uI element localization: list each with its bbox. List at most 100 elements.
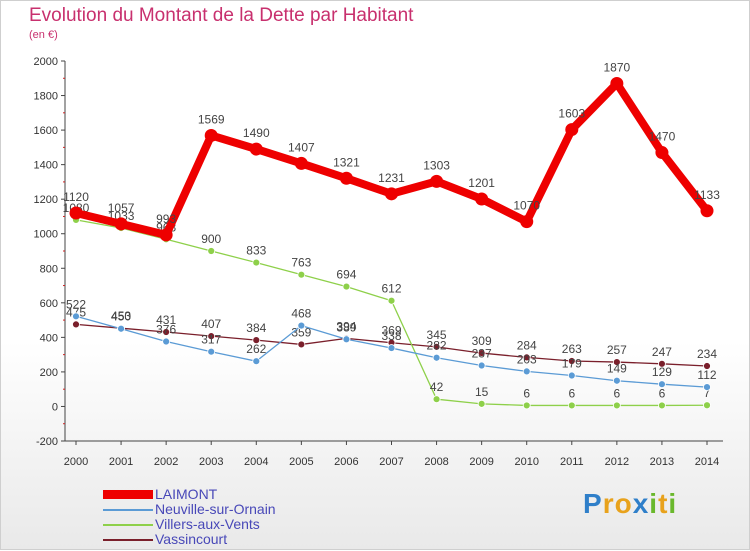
y-tick-label: 1200 <box>34 194 58 206</box>
data-point <box>703 362 711 370</box>
x-tick-label: 2013 <box>650 456 674 468</box>
logo-letter: i <box>649 488 659 519</box>
y-tick-label: 200 <box>40 367 58 379</box>
data-label: 1303 <box>423 158 450 172</box>
data-label: 1057 <box>108 201 135 215</box>
data-point <box>207 332 216 341</box>
legend-item: LAIMONT <box>103 487 276 502</box>
data-point <box>658 401 666 410</box>
data-point <box>385 187 398 201</box>
y-tick-label: 400 <box>40 332 58 344</box>
x-tick-label: 2007 <box>379 456 403 468</box>
data-point <box>159 228 173 242</box>
data-label: 763 <box>291 256 311 270</box>
data-label: 376 <box>156 323 176 337</box>
data-label: 1070 <box>513 199 540 213</box>
data-point <box>297 270 306 279</box>
logo-letter: P <box>583 488 603 519</box>
logo-letter: t <box>658 488 669 519</box>
data-point <box>432 342 441 351</box>
data-label: 42 <box>430 380 444 394</box>
data-point <box>520 215 534 229</box>
legend-label: Vassincourt <box>155 531 228 547</box>
x-tick-label: 2014 <box>695 456 719 468</box>
data-label: 1603 <box>558 107 585 121</box>
data-point <box>610 76 624 90</box>
data-point <box>339 171 353 185</box>
data-point <box>430 174 444 188</box>
legend-item: Villers-aux-Vents <box>103 517 276 532</box>
data-label: 1870 <box>604 60 631 74</box>
data-label: 6 <box>523 386 530 400</box>
data-point <box>207 347 216 356</box>
data-label: 282 <box>427 339 447 353</box>
data-point <box>114 217 128 231</box>
data-point <box>522 353 531 362</box>
data-point <box>207 247 216 255</box>
data-point <box>522 401 531 410</box>
data-point <box>700 204 714 218</box>
data-label: 1120 <box>63 190 89 204</box>
data-label: 468 <box>291 307 311 321</box>
logo-letter: r <box>602 488 615 519</box>
data-point <box>432 395 441 404</box>
legend-item: Neuville-sur-Ornain <box>103 502 276 517</box>
data-label: 112 <box>697 368 716 382</box>
legend-swatch <box>103 509 153 511</box>
data-point <box>252 357 261 366</box>
data-label: 6 <box>568 386 575 400</box>
legend-swatch <box>103 539 153 541</box>
proxiti-logo: Proxiti <box>583 488 677 520</box>
legend-swatch <box>103 490 153 499</box>
data-point <box>297 321 306 330</box>
data-label: 179 <box>562 357 582 371</box>
legend-label: LAIMONT <box>155 486 218 502</box>
legend-label: Neuville-sur-Ornain <box>155 501 276 517</box>
x-tick-label: 2003 <box>199 456 223 468</box>
data-label: 522 <box>66 297 86 311</box>
data-label: 1470 <box>649 130 676 144</box>
x-tick-label: 2008 <box>424 456 448 468</box>
legend-swatch <box>103 524 153 526</box>
data-point <box>72 312 80 321</box>
data-point <box>565 123 579 137</box>
x-tick-label: 2001 <box>109 456 133 468</box>
data-point <box>342 335 351 344</box>
y-tick-label: 0 <box>52 401 58 413</box>
chart-subtitle: (en €) <box>29 29 58 41</box>
data-point <box>387 296 396 305</box>
data-point <box>294 156 308 170</box>
data-point <box>297 340 306 349</box>
data-point <box>612 401 621 410</box>
data-label: 345 <box>427 328 447 342</box>
data-point <box>204 128 218 142</box>
data-label: 6 <box>614 386 621 400</box>
logo-letter: x <box>632 488 650 519</box>
x-tick-label: 2011 <box>560 456 584 468</box>
x-tick-label: 2006 <box>334 456 358 468</box>
y-tick-label: 600 <box>40 298 58 310</box>
data-label: 384 <box>246 321 266 335</box>
data-label: 263 <box>562 342 582 356</box>
data-label: 7 <box>704 386 711 400</box>
data-point <box>703 383 711 392</box>
y-tick-label: 1600 <box>34 125 58 137</box>
data-label: 900 <box>201 232 221 246</box>
data-label: 394 <box>336 319 356 333</box>
data-label: 1201 <box>468 176 495 190</box>
data-point <box>252 258 261 267</box>
y-tick-label: 800 <box>40 263 58 275</box>
data-point <box>658 380 666 389</box>
data-label: 612 <box>381 282 401 296</box>
data-label: 247 <box>652 345 672 359</box>
data-label: 15 <box>475 385 489 399</box>
data-label: 833 <box>246 244 266 258</box>
data-point <box>658 359 666 368</box>
series-laimont: 1120 1057 993 1569 1490 1407 1321 1231 1303 1201 1… <box>63 60 720 242</box>
x-tick-label: 2010 <box>514 456 538 468</box>
data-label: 993 <box>156 212 176 226</box>
data-point <box>477 399 486 408</box>
data-point <box>72 320 80 329</box>
